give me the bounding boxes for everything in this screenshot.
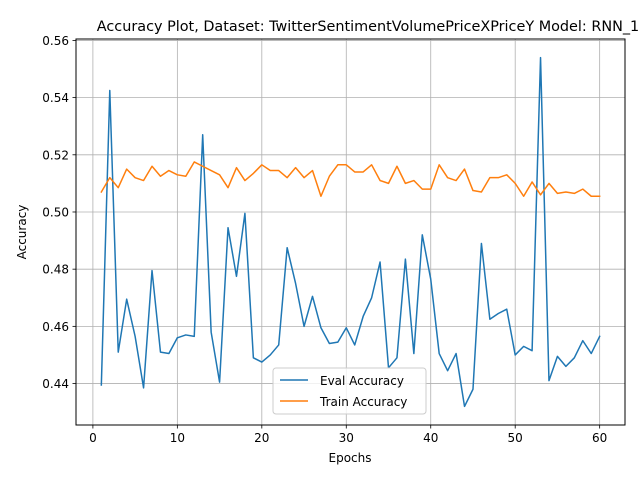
y-tick-label: 0.54: [42, 91, 69, 105]
legend-label-train-accuracy: Train Accuracy: [319, 395, 407, 409]
x-tick-label: 40: [423, 431, 438, 445]
legend-label-eval-accuracy: Eval Accuracy: [320, 374, 404, 388]
y-tick-label: 0.56: [42, 34, 69, 48]
chart-title: Accuracy Plot, Dataset: TwitterSentiment…: [97, 19, 639, 35]
x-tick-label: 10: [170, 431, 185, 445]
plot-frame: [75, 38, 626, 426]
y-tick-label: 0.44: [42, 377, 69, 391]
y-tick-label: 0.48: [42, 263, 69, 277]
series-line-eval-accuracy: [100, 56, 601, 408]
legend-box: [272, 367, 427, 415]
x-tick-label: 60: [592, 431, 607, 445]
y-tick-label: 0.50: [42, 205, 69, 219]
x-tick-label: 20: [254, 431, 269, 445]
x-tick-label: 0: [89, 431, 97, 445]
series-layer: [100, 56, 601, 408]
legend: Eval Accuracy Train Accuracy: [272, 367, 427, 415]
x-tick-label: 30: [339, 431, 354, 445]
y-tick-label: 0.52: [42, 148, 69, 162]
y-axis-label: Accuracy: [15, 205, 29, 260]
x-tick-label: 50: [508, 431, 523, 445]
x-axis-label: Epochs: [329, 451, 372, 465]
tick-layer: 0 10 20 30 40 50 60 0.44 0.46 0.48 0.50 0.52 0.54 0.5…: [42, 34, 607, 445]
series-line-train-accuracy: [100, 161, 601, 198]
grid-layer: [76, 39, 625, 425]
y-tick-label: 0.46: [42, 320, 69, 334]
